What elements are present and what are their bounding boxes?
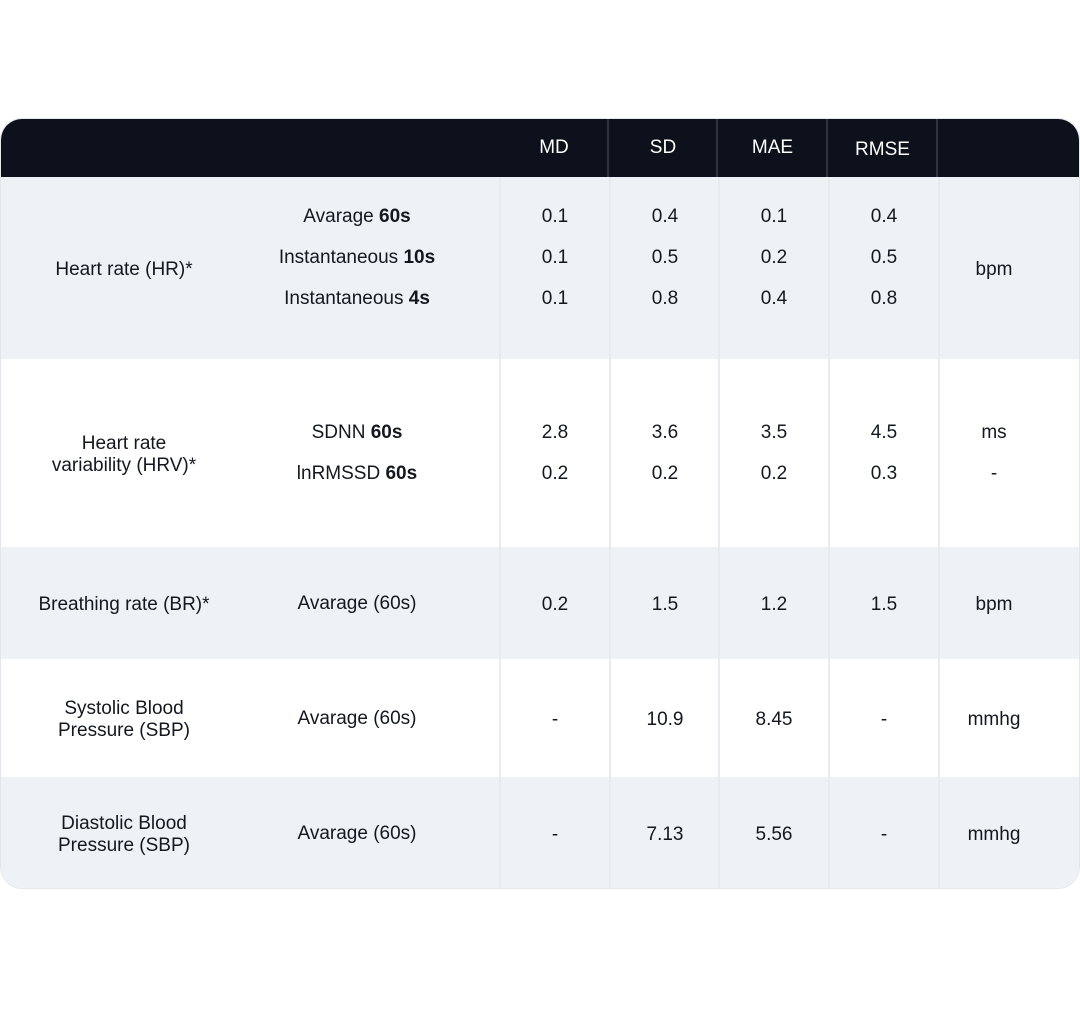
- table-header: MD SD MAE RMSE: [1, 119, 1079, 177]
- value-sd: 1.5: [651, 594, 679, 615]
- metric-label-line: Pressure (SBP): [58, 835, 190, 856]
- value-md: 0.2: [541, 463, 569, 484]
- value-mae: 0.1: [760, 206, 788, 227]
- value-md: 2.8: [541, 422, 569, 443]
- value-md: -: [551, 824, 559, 845]
- unit-label: bpm: [975, 594, 1013, 615]
- value-mae: 3.5: [760, 422, 788, 443]
- metric-label: Systolic Blood Pressure (SBP): [1, 698, 247, 742]
- metric-label: Diastolic Blood Pressure (SBP): [1, 813, 247, 857]
- value-mae: 0.4: [760, 288, 788, 309]
- table-row-sbp: Systolic Blood Pressure (SBP) Avarage (6…: [1, 659, 1079, 777]
- column-divider: [609, 177, 611, 888]
- value-sd: 10.9: [646, 709, 684, 730]
- sub-label: Avarage (60s): [297, 593, 417, 614]
- unit-label: mmhg: [967, 709, 1021, 730]
- metric-label: Heart rate (HR)*: [55, 259, 193, 280]
- column-divider: [718, 177, 720, 888]
- metric-label-line: Pressure (SBP): [58, 720, 190, 741]
- value-sd: 0.8: [651, 288, 679, 309]
- header-rmse: RMSE: [855, 139, 910, 160]
- sub-label: Avarage 60s: [303, 206, 411, 227]
- header-divider: [716, 119, 718, 177]
- column-divider: [499, 177, 501, 888]
- table-row-hrv: Heart rate variability (HRV)* SDNN 60s l…: [1, 359, 1079, 547]
- metric-label-line: Systolic Blood: [64, 698, 184, 719]
- header-divider: [826, 119, 828, 177]
- value-rmse: -: [880, 824, 888, 845]
- metric-label-line: Heart rate: [81, 433, 167, 454]
- value-md: -: [551, 709, 559, 730]
- value-mae: 5.56: [755, 824, 793, 845]
- header-divider: [936, 119, 938, 177]
- sub-label: Avarage (60s): [297, 708, 417, 729]
- value-rmse: 0.5: [870, 247, 898, 268]
- value-sd: 0.5: [651, 247, 679, 268]
- value-sd: 7.13: [646, 824, 684, 845]
- column-divider: [938, 177, 940, 888]
- table-row-br: Breathing rate (BR)* Avarage (60s) 0.2 1…: [1, 547, 1079, 659]
- value-rmse: 0.4: [870, 206, 898, 227]
- value-mae: 0.2: [760, 463, 788, 484]
- unit-label: -: [990, 463, 998, 484]
- value-rmse: -: [880, 709, 888, 730]
- unit-label: mmhg: [967, 824, 1021, 845]
- table-row-hr: Heart rate (HR)* Avarage 60s Instantaneo…: [1, 177, 1079, 359]
- header-mae: MAE: [751, 137, 794, 158]
- sub-label: Avarage (60s): [297, 823, 417, 844]
- metric-label: Breathing rate (BR)*: [38, 594, 210, 615]
- value-md: 0.2: [541, 594, 569, 615]
- value-mae: 8.45: [755, 709, 793, 730]
- metric-label-line: Diastolic Blood: [61, 813, 187, 834]
- value-md: 0.1: [541, 247, 569, 268]
- header-divider: [607, 119, 609, 177]
- value-mae: 1.2: [760, 594, 788, 615]
- value-sd: 0.4: [651, 206, 679, 227]
- column-divider: [828, 177, 830, 888]
- value-md: 0.1: [541, 206, 569, 227]
- metric-label-line: variability (HRV)*: [51, 455, 197, 476]
- accuracy-table: MD SD MAE RMSE Heart rate (HR)* Avarage …: [0, 118, 1080, 889]
- value-rmse: 0.3: [870, 463, 898, 484]
- unit-label: bpm: [975, 259, 1013, 280]
- sub-label: lnRMSSD 60s: [296, 463, 418, 484]
- header-md: MD: [539, 137, 569, 158]
- table-row-dbp: Diastolic Blood Pressure (SBP) Avarage (…: [1, 777, 1079, 888]
- value-sd: 0.2: [651, 463, 679, 484]
- sub-label: SDNN 60s: [311, 422, 403, 443]
- unit-label: ms: [981, 422, 1007, 443]
- sub-label: Instantaneous 4s: [284, 288, 430, 309]
- value-rmse: 0.8: [870, 288, 898, 309]
- value-sd: 3.6: [651, 422, 679, 443]
- value-rmse: 1.5: [870, 594, 898, 615]
- value-mae: 0.2: [760, 247, 788, 268]
- value-rmse: 4.5: [870, 422, 898, 443]
- metric-label: Heart rate variability (HRV)*: [1, 433, 247, 477]
- value-md: 0.1: [541, 288, 569, 309]
- header-sd: SD: [649, 137, 677, 158]
- sub-label: Instantaneous 10s: [278, 247, 436, 268]
